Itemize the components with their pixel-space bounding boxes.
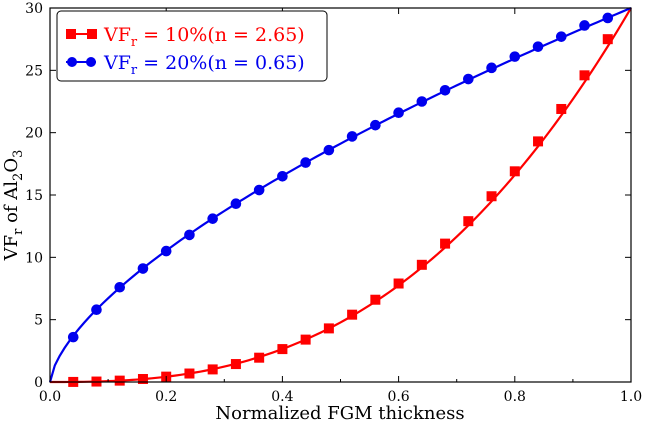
series-2-point xyxy=(137,263,149,274)
series-2-point xyxy=(323,144,335,156)
legend-entry-series-1: VFr = 10%(n = 2.65) xyxy=(66,24,305,50)
series-1-point xyxy=(184,368,195,379)
x-axis-title: Normalized FGM thickness xyxy=(215,403,464,424)
y-title-vf: VF xyxy=(1,235,22,262)
series-1-point xyxy=(137,374,148,385)
y-tick-label: 0 xyxy=(34,375,43,391)
y-title-sub-3: 3 xyxy=(11,150,26,158)
series-2-point xyxy=(160,245,172,257)
series-2-point xyxy=(184,229,195,241)
series-2-point xyxy=(300,157,311,168)
series-1-point xyxy=(579,70,590,81)
series-1-point xyxy=(370,294,381,305)
x-tick-label: 0.6 xyxy=(387,389,409,405)
x-tick-label: 0.0 xyxy=(39,389,61,405)
y-title-mid: of Al xyxy=(1,181,22,229)
y-tick-label: 30 xyxy=(25,1,43,17)
series-1-point xyxy=(440,238,451,249)
series-1-point xyxy=(254,352,265,363)
series-2-point xyxy=(207,213,218,224)
y-axis-title: VFr of Al2O3 xyxy=(1,150,26,262)
y-title-sub-r: r xyxy=(11,228,26,235)
series-2 xyxy=(48,6,632,383)
series-2-point xyxy=(555,31,567,42)
y-tick-label: 10 xyxy=(25,250,43,266)
series-layer xyxy=(48,6,632,387)
series-2-point xyxy=(416,96,428,107)
legend-2-vf: VF xyxy=(103,52,131,74)
legend-1-vf: VF xyxy=(103,24,131,46)
legend-entry-series-2: VFr = 20%(n = 0.65) xyxy=(66,52,305,78)
series-1-point xyxy=(207,364,218,375)
series-1-point xyxy=(556,103,567,114)
series-1-point xyxy=(347,309,358,320)
legend-marker-series-1-b xyxy=(87,29,97,39)
series-2-point xyxy=(67,331,79,343)
x-tick-label: 0.4 xyxy=(271,389,293,405)
series-1-point xyxy=(509,166,520,177)
x-tick-label: 0.2 xyxy=(155,389,177,405)
y-tick-label: 5 xyxy=(34,313,43,329)
y-title-sub-2: 2 xyxy=(11,173,26,181)
series-2-point xyxy=(253,184,265,196)
series-1-point xyxy=(300,334,311,345)
series-2-point xyxy=(602,12,614,24)
series-2-point xyxy=(370,119,381,131)
series-2-point xyxy=(486,62,497,74)
x-tick-label: 1.0 xyxy=(620,389,642,405)
series-2-point xyxy=(230,198,242,210)
y-title-o: O xyxy=(1,158,22,173)
series-1-point xyxy=(277,344,288,355)
series-2-point xyxy=(579,20,590,31)
series-1-point xyxy=(463,216,474,227)
series-2-point xyxy=(346,131,358,142)
series-2-point xyxy=(463,73,474,85)
series-1-point xyxy=(230,359,241,370)
legend-1-rest: = 10%(n = 2.65) xyxy=(137,24,305,46)
legend-2-rest: = 20%(n = 0.65) xyxy=(137,52,305,74)
y-tick-label: 15 xyxy=(25,188,43,204)
legend: VFr = 10%(n = 2.65) VFr = 20%(n = 0.65) xyxy=(56,10,328,82)
series-1-point xyxy=(533,136,544,147)
legend-marker-series-2-b xyxy=(86,57,96,67)
series-1-point xyxy=(114,375,125,386)
legend-label-series-2: VFr = 20%(n = 0.65) xyxy=(103,52,305,78)
series-2-point xyxy=(393,107,404,119)
series-1-point xyxy=(416,259,427,270)
legend-1-sub: r xyxy=(131,35,138,50)
series-1-point xyxy=(393,278,404,289)
series-1-point xyxy=(323,323,334,334)
axes-layer: 0.0 0.2 0.4 0.6 0.8 1.0 0 5 10 15 20 25 30 xyxy=(25,1,642,405)
y-tick-label: 25 xyxy=(25,63,43,79)
legend-marker-series-2-a xyxy=(67,57,77,67)
series-1-point xyxy=(602,34,613,45)
y-tick-label: 20 xyxy=(25,126,43,142)
x-tick-label: 0.8 xyxy=(504,389,526,405)
series-2-point xyxy=(532,41,544,52)
series-2-point xyxy=(277,171,288,182)
legend-marker-series-1-a xyxy=(66,29,76,39)
series-2-point xyxy=(439,84,451,96)
series-2-point xyxy=(91,304,102,315)
legend-label-series-1: VFr = 10%(n = 2.65) xyxy=(103,24,305,50)
series-2-point xyxy=(114,281,126,293)
series-2-point xyxy=(509,51,521,62)
series-1-point xyxy=(486,191,497,202)
legend-box xyxy=(56,10,328,82)
legend-2-sub: r xyxy=(131,63,138,78)
